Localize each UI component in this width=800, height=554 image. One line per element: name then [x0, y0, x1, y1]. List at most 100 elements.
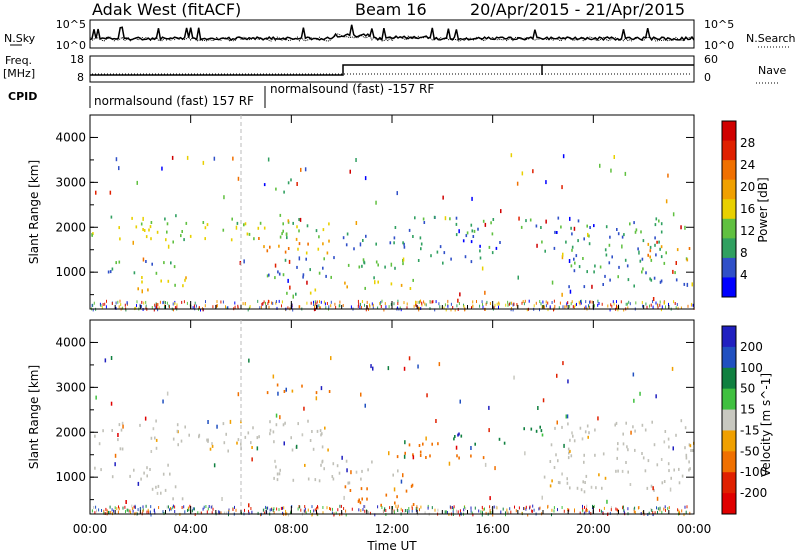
- scatter-cell: [521, 301, 523, 305]
- scatter-cell: [143, 301, 145, 305]
- scatter-cell: [659, 508, 661, 512]
- scatter-cell: [591, 284, 593, 289]
- scatter-cell: [541, 305, 543, 309]
- scatter-cell: [266, 274, 269, 278]
- scatter-cell: [384, 265, 386, 269]
- scatter-cell: [193, 507, 195, 511]
- scatter-cell: [317, 247, 320, 251]
- scatter-cell: [158, 506, 160, 509]
- scatter-cell: [484, 462, 487, 467]
- scatter-cell: [141, 289, 143, 294]
- scatter-cell: [149, 225, 152, 229]
- scatter-cell: [172, 240, 174, 244]
- scatter-cell: [292, 294, 294, 299]
- scatter-cell: [283, 190, 285, 194]
- x-tick-label: 16:00: [475, 522, 510, 536]
- colorbar-segment: [722, 367, 736, 390]
- scatter-cell: [459, 292, 461, 297]
- scatter-cell: [663, 507, 665, 511]
- scatter-cell: [323, 300, 325, 304]
- scatter-cell: [426, 393, 428, 398]
- scatter-cell: [511, 301, 513, 305]
- scatter-cell: [252, 426, 254, 430]
- scatter-cell: [650, 258, 653, 262]
- colorbar-tick-label: 100: [740, 361, 763, 375]
- scatter-cell: [275, 423, 278, 427]
- scatter-cell: [344, 485, 347, 489]
- scatter-cell: [165, 301, 166, 305]
- scatter-cell: [450, 308, 452, 312]
- scatter-cell: [561, 185, 563, 190]
- scatter-cell: [265, 301, 266, 305]
- scatter-cell: [202, 308, 204, 312]
- scatter-cell: [134, 504, 136, 508]
- scatter-cell: [630, 430, 632, 435]
- scatter-cell: [151, 306, 153, 309]
- nave-right-tick-bottom: 0: [704, 71, 711, 84]
- scatter-cell: [464, 255, 467, 259]
- scatter-cell: [444, 510, 446, 514]
- scatter-cell: [569, 486, 571, 490]
- scatter-cell: [610, 508, 612, 512]
- scatter-cell: [544, 249, 546, 253]
- scatter-cell: [326, 302, 328, 305]
- scatter-cell: [170, 507, 171, 511]
- scatter-cell: [601, 302, 603, 306]
- scatter-cell: [355, 158, 357, 162]
- scatter-cell: [634, 506, 636, 510]
- scatter-cell: [277, 391, 279, 396]
- scatter-cell: [306, 301, 308, 305]
- scatter-cell: [158, 306, 160, 310]
- scatter-cell: [118, 507, 120, 511]
- scatter-cell: [151, 487, 154, 491]
- scatter-cell: [589, 226, 591, 229]
- scatter-cell: [222, 300, 224, 304]
- scatter-cell: [633, 398, 635, 403]
- scatter-cell: [688, 247, 691, 250]
- scatter-cell: [545, 304, 547, 308]
- scatter-cell: [403, 245, 406, 249]
- scatter-cell: [146, 474, 148, 478]
- nave-label: Nave: [758, 64, 786, 77]
- scatter-cell: [272, 430, 275, 434]
- scatter-cell: [625, 421, 627, 425]
- scatter-cell: [455, 445, 458, 450]
- scatter-cell: [420, 505, 422, 509]
- scatter-cell: [243, 259, 245, 264]
- scatter-cell: [616, 228, 618, 231]
- scatter-cell: [288, 259, 291, 264]
- scatter-cell: [176, 423, 179, 427]
- scatter-cell: [427, 504, 429, 508]
- scatter-cell: [521, 511, 523, 515]
- scatter-cell: [274, 459, 276, 463]
- scatter-cell: [421, 303, 423, 307]
- scatter-cell: [266, 391, 269, 395]
- scatter-cell: [315, 391, 318, 395]
- scatter-cell: [173, 265, 176, 269]
- scatter-cell: [159, 300, 161, 304]
- scatter-cell: [174, 510, 176, 513]
- scatter-cell: [315, 302, 317, 306]
- scatter-cell: [418, 308, 420, 312]
- scatter-cell: [495, 246, 498, 250]
- scatter-cell: [124, 303, 126, 307]
- scatter-cell: [407, 511, 408, 515]
- scatter-cell: [627, 278, 630, 282]
- scatter-cell: [194, 301, 196, 305]
- scatter-cell: [351, 507, 353, 511]
- scatter-cell: [668, 302, 669, 306]
- scatter-cell: [310, 510, 311, 513]
- scatter-cell: [117, 300, 119, 304]
- scatter-cell: [629, 222, 631, 226]
- station-title: Adak West (fitACF): [92, 0, 241, 19]
- scatter-cell: [551, 479, 553, 483]
- velocity-cells: [91, 356, 695, 517]
- scatter-cell: [658, 240, 660, 244]
- scatter-cell: [635, 228, 638, 232]
- scatter-cell: [137, 481, 140, 486]
- scatter-cell: [549, 484, 552, 488]
- scatter-cell: [616, 456, 618, 460]
- scatter-cell: [567, 447, 570, 451]
- x-tick-label: 00:00: [73, 522, 108, 536]
- scatter-cell: [153, 308, 155, 312]
